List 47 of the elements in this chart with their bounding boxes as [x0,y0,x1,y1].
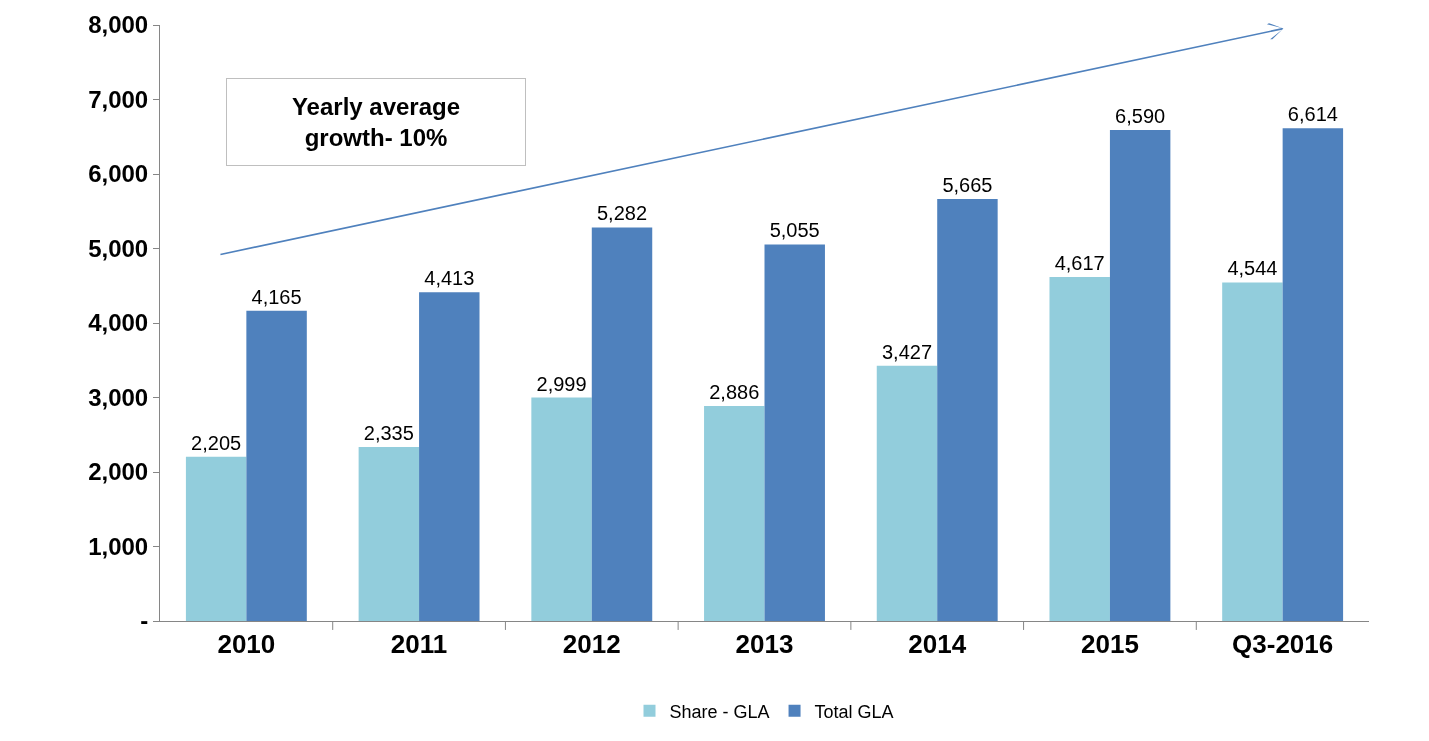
bar [1282,128,1344,621]
data-label: 6,614 [1287,103,1338,126]
bar [876,365,938,621]
data-label: 4,544 [1227,257,1278,280]
data-label: 4,617 [1054,252,1105,275]
y-tick-label: 3,000 [88,383,149,411]
y-tick-label: 8,000 [88,11,149,39]
legend-label: Share - GLA [669,701,770,722]
x-tick-label: Q3-2016 [1232,629,1334,660]
annotation: Yearly average growth- 10% [291,93,461,152]
data-label: 3,427 [881,340,933,363]
legend-label: Total GLA [814,701,894,722]
data-label: 4,413 [424,267,475,290]
x-tick-label: 2010 [217,629,276,660]
x-tick-label: 2014 [908,629,967,660]
data-label: 2,335 [363,422,414,445]
x-tick-label: 2013 [735,629,794,660]
y-tick-label: 4,000 [88,309,149,337]
bar [1222,282,1283,621]
bar [358,447,420,621]
data-label: 2,999 [536,372,587,395]
bar [704,405,765,621]
y-tick-label: - [140,607,149,635]
bar [764,244,825,621]
x-tick-label: 2011 [390,629,448,660]
x-tick-label: 2015 [1081,629,1139,660]
bar [185,456,247,621]
bar [591,227,653,621]
data-label: 5,055 [769,219,820,242]
y-tick-label: 7,000 [88,85,149,113]
y-tick-label: 1,000 [88,532,149,560]
bar [937,198,998,621]
data-label: 6,590 [1115,105,1166,128]
data-label: 5,665 [942,173,993,196]
bar [531,397,592,621]
bar [1109,130,1171,621]
data-label: 2,886 [709,380,760,403]
data-label: 2,205 [191,431,242,454]
data-label: 5,282 [596,202,648,225]
bar [246,310,307,621]
x-tick-label: 2012 [562,629,621,660]
bar [419,292,480,621]
bar [1049,277,1110,621]
y-tick-label: 5,000 [88,234,149,262]
y-tick-label: 6,000 [88,160,149,188]
y-tick-label: 2,000 [88,458,149,486]
data-label: 4,165 [251,285,302,308]
